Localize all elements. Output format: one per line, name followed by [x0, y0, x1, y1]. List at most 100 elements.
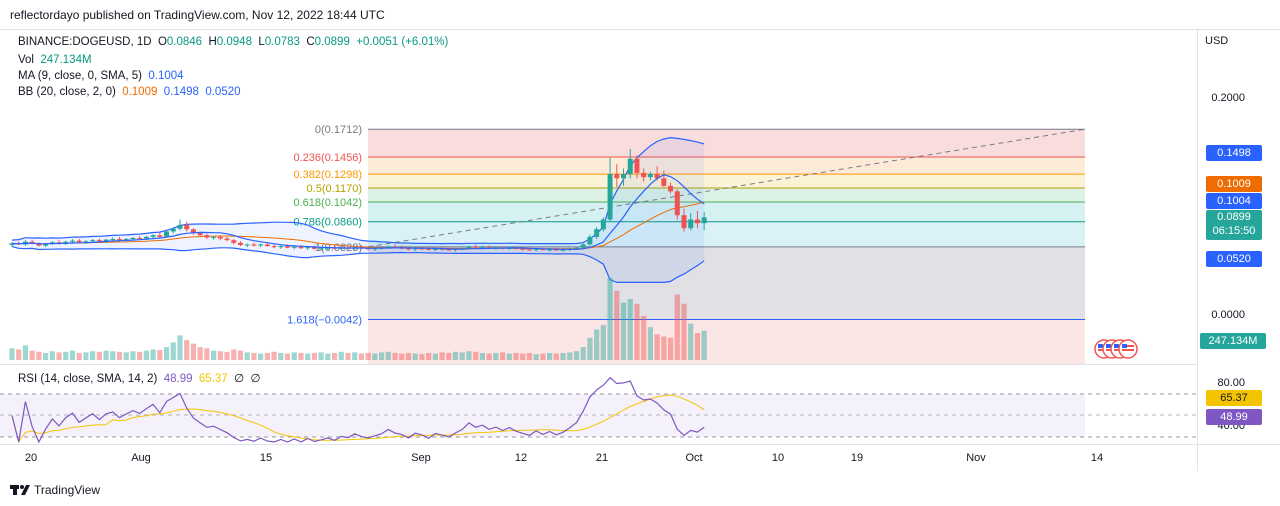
- footer-brand[interactable]: TradingView: [10, 483, 100, 497]
- rsi-ma-value: 65.37: [198, 373, 228, 385]
- candle-body: [681, 215, 687, 229]
- candle-body: [412, 248, 418, 250]
- rsi-label: RSI (14, close, SMA, 14, 2): [18, 373, 158, 385]
- candle-body: [654, 173, 660, 179]
- volume-bar: [29, 350, 35, 360]
- candle-body: [291, 246, 297, 248]
- candle-body: [426, 248, 432, 250]
- rsi-extra-1: ∅: [234, 373, 245, 385]
- volume-bar: [661, 336, 667, 360]
- volume-bar: [258, 353, 264, 360]
- us-flag-canton: [1122, 344, 1127, 348]
- legend-rsi[interactable]: RSI (14, close, SMA, 14, 2) 48.99 65.37 …: [18, 371, 261, 385]
- volume-bar: [190, 343, 197, 360]
- close-label: C: [306, 36, 315, 48]
- volume-bar: [264, 352, 270, 360]
- candle-body: [641, 172, 647, 178]
- legend-volume[interactable]: Vol 247.134M: [18, 54, 92, 66]
- fib-label: 1.618(−0.0042): [287, 315, 362, 327]
- candle-body: [90, 240, 96, 242]
- volume-bar: [358, 353, 365, 360]
- volume-bar: [231, 349, 237, 360]
- candle-body: [76, 240, 82, 243]
- x-tick-10: 10: [771, 452, 785, 464]
- volume-bar: [96, 351, 102, 360]
- rsi-chart[interactable]: [0, 365, 1197, 444]
- x-tick-oct: Oct: [685, 452, 703, 464]
- close-value: 0.0899: [314, 36, 350, 48]
- volume-bar: [600, 324, 606, 360]
- x-tick-15: 15: [259, 452, 273, 464]
- symbol-label[interactable]: BINANCE:DOGEUSD, 1D: [18, 36, 152, 48]
- rsi-ma-line: [11, 394, 705, 444]
- fib-label: 0(0.1712): [315, 124, 362, 136]
- candle-body: [318, 248, 324, 250]
- legend-ma[interactable]: MA (9, close, 0, SMA, 5) 0.1004: [18, 70, 184, 82]
- volume-bar: [372, 353, 378, 360]
- candle-body: [143, 236, 149, 239]
- volume-bar: [493, 352, 499, 360]
- volume-bar: [526, 352, 533, 360]
- legend-bb[interactable]: BB (20, close, 2, 0) 0.1009 0.1498 0.052…: [18, 86, 241, 98]
- volume-bar: [278, 352, 284, 360]
- candle-body: [311, 247, 317, 249]
- us-flag-stripe: [1122, 345, 1134, 347]
- volume-bar: [432, 353, 438, 360]
- fib-zone: [368, 246, 1085, 320]
- price-chart[interactable]: 0(0.1712) 0.236(0.1456) 0.382(0.1298) 0.5(0…: [0, 30, 1197, 364]
- volume-bar: [392, 352, 398, 360]
- volume-bar: [688, 323, 694, 360]
- bb-lower-tag: 0.0520: [1206, 251, 1262, 267]
- countdown-value: 06:15:50: [1212, 225, 1256, 237]
- fib-zone: [368, 201, 1085, 222]
- candle-body: [439, 248, 445, 250]
- volume-bar: [352, 352, 358, 360]
- volume-bar: [399, 353, 405, 360]
- bb-lower-line: [11, 246, 705, 283]
- candle-body: [298, 246, 304, 249]
- us-flag-stripe: [1122, 349, 1134, 351]
- candle-body: [627, 158, 633, 174]
- volume-bar: [607, 278, 613, 360]
- volume-bar: [405, 352, 412, 360]
- volume-bar: [197, 347, 203, 360]
- time-axis-divider: [0, 444, 1280, 445]
- fib-label: 0.236(0.1456): [294, 152, 363, 164]
- bb-basis-tag: 0.1009: [1206, 176, 1262, 192]
- legend-ohlc: BINANCE:DOGEUSD, 1D O0.0846 H0.0948 L0.0…: [18, 36, 448, 48]
- candle-body: [305, 247, 311, 249]
- candle-body: [285, 246, 291, 248]
- volume-bar: [479, 352, 485, 360]
- change-value: +0.0051 (+6.01%): [356, 36, 449, 48]
- economic-events[interactable]: [1092, 337, 1142, 361]
- volume-bar: [130, 351, 136, 360]
- candle-body: [432, 248, 438, 250]
- volume-bar: [325, 353, 331, 360]
- volume-bar: [540, 353, 546, 360]
- candle-body: [197, 233, 203, 236]
- volume-bar: [614, 290, 620, 360]
- volume-bar: [331, 352, 338, 360]
- candle-body: [540, 249, 546, 251]
- high-value: 0.0948: [216, 36, 252, 48]
- bb-basis-value: 0.1009: [122, 86, 158, 98]
- ma-label: MA (9, close, 0, SMA, 5): [18, 70, 142, 82]
- ma-line: [11, 174, 705, 251]
- candle-body: [560, 249, 566, 251]
- volume-bar: [701, 330, 707, 360]
- candle-body: [271, 246, 277, 248]
- candle-body: [533, 249, 539, 251]
- volume-bar: [49, 351, 55, 360]
- x-tick-21: 21: [595, 452, 609, 464]
- low-label: L: [258, 36, 265, 48]
- volume-bar: [694, 333, 701, 360]
- volume-bar: [116, 351, 123, 360]
- volume-bar: [338, 351, 344, 360]
- candle-body: [103, 239, 109, 242]
- ma-tag: 0.1004: [1206, 193, 1262, 209]
- volume-bar: [459, 352, 465, 360]
- candle-body: [69, 240, 75, 242]
- volume-bar: [56, 352, 62, 360]
- candle-body: [466, 246, 472, 249]
- x-tick-nov: Nov: [966, 452, 986, 464]
